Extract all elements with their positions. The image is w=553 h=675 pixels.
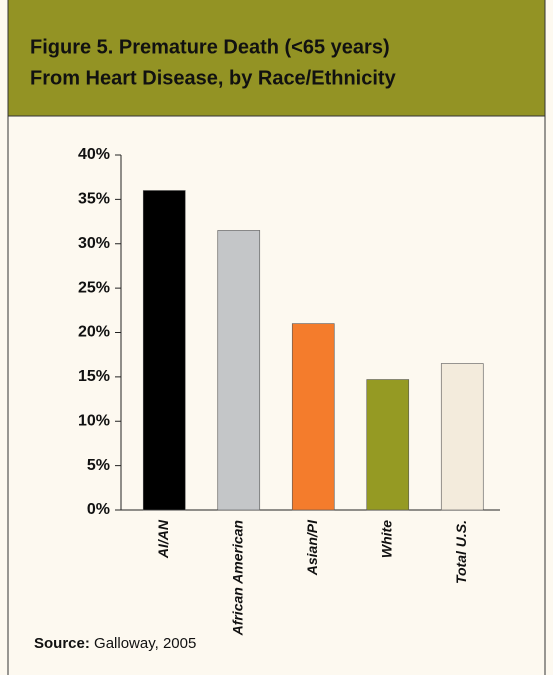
x-tick-label: AI/AN [155,519,171,559]
y-tick-label: 30% [78,235,110,252]
y-tick-label: 25% [78,279,110,296]
x-tick-label: Asian/PI [304,519,320,576]
y-tick-label: 35% [78,191,110,208]
bar [366,379,410,511]
bar [142,190,186,511]
y-tick-label: 10% [78,412,110,429]
bar [440,363,484,511]
x-tick-label: White [378,520,394,558]
y-tick-label: 5% [87,457,110,474]
y-tick-label: 20% [78,324,110,341]
y-tick-label: 0% [87,501,110,518]
header-band [8,0,545,116]
chart-title-line: Figure 5. Premature Death (<65 years) [30,36,390,58]
x-tick-label: African American [229,520,245,636]
x-tick-label: Total U.S. [453,520,469,584]
y-tick-label: 15% [78,368,110,385]
bar [217,230,261,511]
source-note: Source: Galloway, 2005 [34,635,196,652]
bar [291,323,335,511]
chart-title-line: From Heart Disease, by Race/Ethnicity [30,67,397,89]
y-tick-label: 40% [78,146,110,163]
source-label: Source: [34,635,90,652]
source-text: Galloway, 2005 [94,635,196,652]
